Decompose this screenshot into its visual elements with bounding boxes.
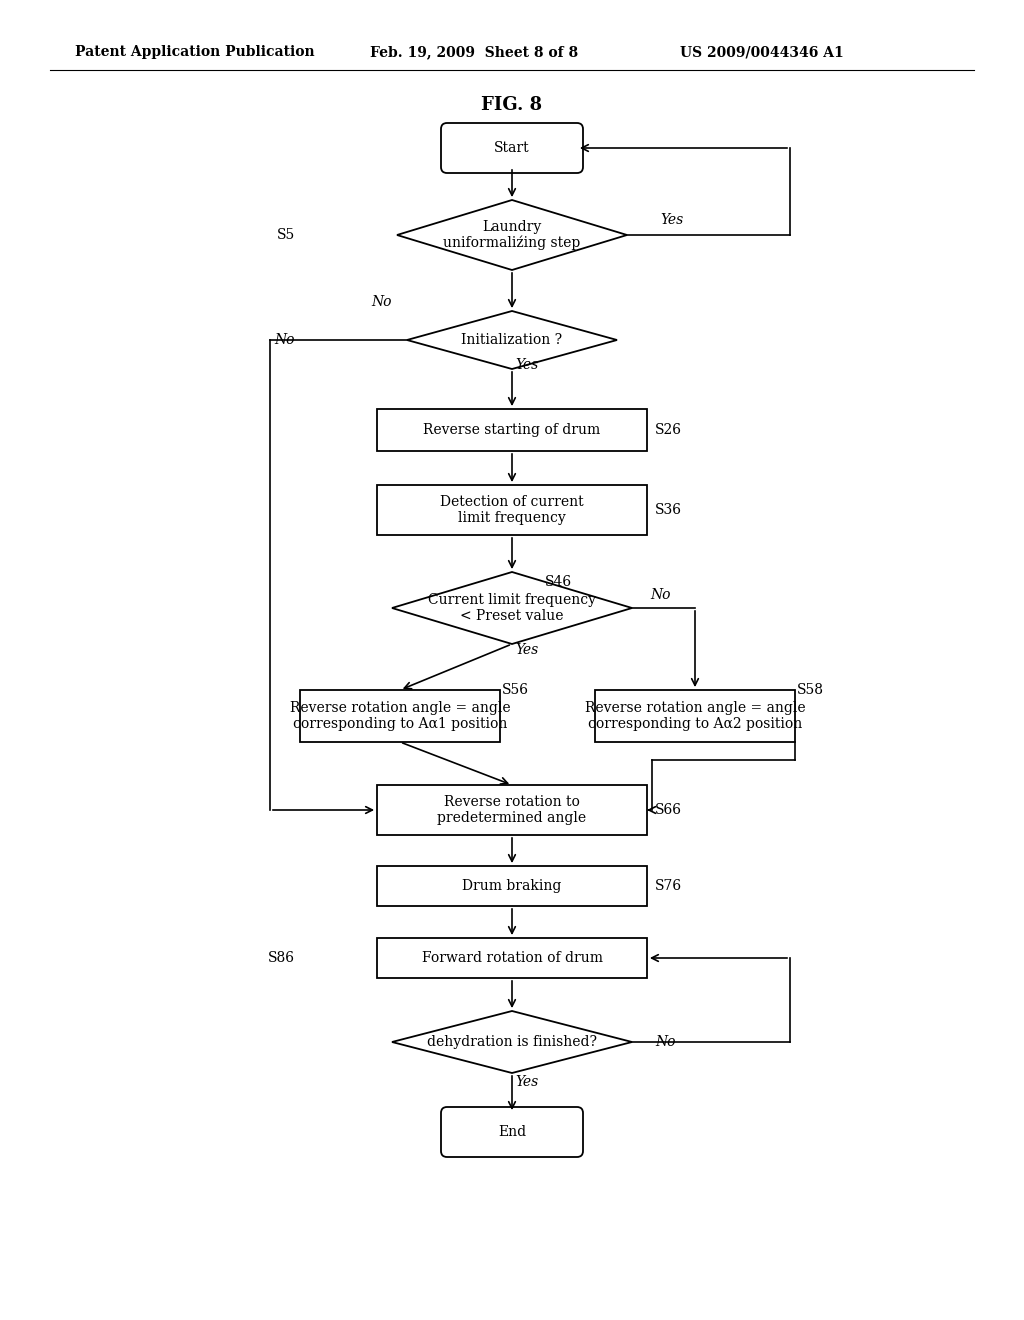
Text: No: No <box>274 333 295 347</box>
Text: S26: S26 <box>655 422 682 437</box>
Text: Yes: Yes <box>515 643 539 657</box>
Text: Patent Application Publication: Patent Application Publication <box>75 45 314 59</box>
Polygon shape <box>397 201 627 271</box>
Text: S58: S58 <box>797 682 824 697</box>
Text: Current limit frequency
< Preset value: Current limit frequency < Preset value <box>428 593 596 623</box>
Text: No: No <box>372 294 392 309</box>
Text: S66: S66 <box>655 803 682 817</box>
Text: Laundry
uniformaliźing step: Laundry uniformaliźing step <box>443 219 581 251</box>
Polygon shape <box>392 1011 632 1073</box>
Text: Detection of current
limit frequency: Detection of current limit frequency <box>440 495 584 525</box>
Polygon shape <box>407 312 617 370</box>
Text: Initialization ?: Initialization ? <box>462 333 562 347</box>
Bar <box>377 484 647 535</box>
Text: No: No <box>650 587 671 602</box>
Text: S5: S5 <box>276 228 295 242</box>
Text: Reverse rotation angle = angle
corresponding to Aα1 position: Reverse rotation angle = angle correspon… <box>290 701 510 731</box>
Text: Reverse starting of drum: Reverse starting of drum <box>423 422 601 437</box>
Bar <box>377 866 647 906</box>
Text: S56: S56 <box>502 682 529 697</box>
Bar <box>300 690 500 742</box>
Text: Drum braking: Drum braking <box>462 879 562 894</box>
Bar <box>377 785 647 836</box>
Text: S46: S46 <box>545 576 572 589</box>
Text: Yes: Yes <box>660 213 683 227</box>
Text: S36: S36 <box>655 503 682 517</box>
Bar <box>377 409 647 451</box>
Text: US 2009/0044346 A1: US 2009/0044346 A1 <box>680 45 844 59</box>
Text: FIG. 8: FIG. 8 <box>481 96 543 114</box>
Bar <box>595 690 795 742</box>
Text: Feb. 19, 2009  Sheet 8 of 8: Feb. 19, 2009 Sheet 8 of 8 <box>370 45 579 59</box>
Bar <box>377 939 647 978</box>
Text: dehydration is finished?: dehydration is finished? <box>427 1035 597 1049</box>
Text: Reverse rotation angle = angle
corresponding to Aα2 position: Reverse rotation angle = angle correspon… <box>585 701 805 731</box>
Text: End: End <box>498 1125 526 1139</box>
Text: S76: S76 <box>655 879 682 894</box>
Text: S86: S86 <box>268 950 295 965</box>
Text: Forward rotation of drum: Forward rotation of drum <box>422 950 602 965</box>
Text: Reverse rotation to
predetermined angle: Reverse rotation to predetermined angle <box>437 795 587 825</box>
Polygon shape <box>392 572 632 644</box>
Text: No: No <box>655 1035 676 1049</box>
FancyBboxPatch shape <box>441 1107 583 1158</box>
Text: Yes: Yes <box>515 358 539 372</box>
Text: Start: Start <box>495 141 529 154</box>
FancyBboxPatch shape <box>441 123 583 173</box>
Text: Yes: Yes <box>515 1074 539 1089</box>
